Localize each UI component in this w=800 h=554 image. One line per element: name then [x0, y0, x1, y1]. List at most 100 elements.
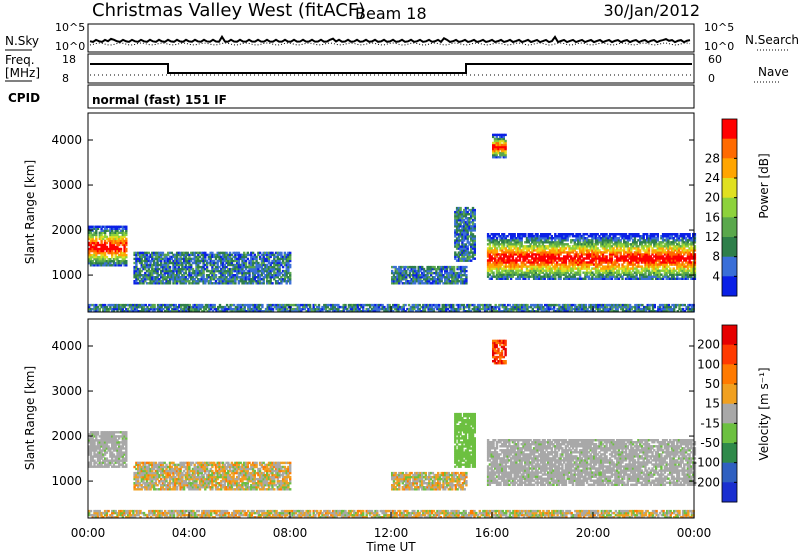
heatmap-cell: [170, 257, 173, 261]
heatmap-cell: [168, 269, 172, 273]
heatmap-cell: [518, 251, 522, 254]
heatmap-cell: [415, 276, 419, 279]
heatmap-cell: [585, 237, 589, 240]
heatmap-cell: [172, 259, 175, 263]
heatmap-cell: [274, 271, 278, 275]
heatmap-cell: [635, 235, 638, 238]
heatmap-cell: [541, 249, 545, 252]
heatmap-cell: [563, 255, 566, 258]
heatmap-cell: [283, 253, 287, 257]
heatmap-cell: [658, 251, 661, 254]
heatmap-cell: [200, 257, 203, 261]
heatmap-cell: [616, 253, 619, 256]
heatmap-cell: [670, 269, 674, 272]
heatmap-cell: [670, 243, 674, 246]
heatmap-cell: [508, 267, 511, 270]
heatmap-cell: [236, 269, 239, 273]
heatmap-cell: [653, 261, 656, 264]
heatmap-cell: [550, 241, 553, 244]
heatmap-cell: [601, 277, 605, 280]
heatmap-cell: [534, 257, 538, 260]
heatmap-cell: [236, 259, 239, 263]
heatmap-cell: [520, 265, 523, 268]
heatmap-cell: [563, 237, 566, 240]
heatmap-cell: [540, 255, 543, 258]
heatmap-cell: [118, 262, 121, 265]
heatmap-cell: [456, 280, 459, 283]
heatmap-cell: [454, 255, 457, 258]
heatmap-cell: [518, 247, 522, 250]
heatmap-cell: [524, 277, 527, 280]
heatmap-cell: [492, 243, 495, 246]
heatmap-cell: [121, 233, 124, 237]
heatmap-cell: [584, 261, 587, 264]
heatmap-cell: [116, 247, 119, 251]
heatmap-cell: [89, 245, 93, 249]
heatmap-cell: [142, 276, 145, 279]
heatmap-cell: [244, 263, 248, 267]
heatmap-cell: [605, 259, 608, 262]
heatmap-cell: [520, 245, 523, 248]
heatmap-cell: [617, 251, 621, 254]
heatmap-cell: [635, 233, 638, 236]
heatmap-cell: [274, 259, 278, 263]
heatmap-cell: [163, 265, 166, 269]
heatmap-cell: [488, 255, 492, 258]
heatmap-cell: [93, 227, 96, 230]
heatmap-cell: [557, 239, 561, 242]
heatmap-cell: [494, 251, 497, 254]
heatmap-cell: [262, 267, 265, 271]
heatmap-cell: [619, 239, 622, 242]
heatmap-cell: [152, 271, 156, 275]
heatmap-cell: [642, 261, 645, 264]
heatmap-cell: [524, 253, 527, 256]
heatmap-cell: [658, 255, 661, 258]
heatmap-cell: [241, 280, 244, 283]
heatmap-cell: [608, 267, 612, 270]
heatmap-cell: [412, 282, 415, 285]
heatmap-cell: [646, 261, 649, 264]
heatmap-cell: [471, 233, 475, 236]
heatmap-cell: [405, 269, 408, 273]
heatmap-cell: [637, 233, 640, 236]
heatmap-cell: [232, 282, 235, 285]
heatmap-cell: [594, 275, 598, 278]
heatmap-cell: [667, 255, 670, 258]
heatmap-cell: [506, 245, 509, 248]
heatmap-cell: [455, 206, 459, 210]
heatmap-cell: [573, 241, 576, 244]
heatmap-cell: [181, 265, 184, 269]
heatmap-cell: [529, 271, 532, 274]
heatmap-cell: [221, 274, 225, 277]
heatmap-cell: [538, 253, 541, 256]
heatmap-cell: [89, 255, 93, 259]
heatmap-cell: [545, 247, 548, 250]
heatmap-cell: [605, 241, 608, 244]
heatmap-cell: [531, 265, 534, 268]
heatmap-cell: [630, 245, 633, 248]
heatmap-cell: [649, 241, 652, 244]
heatmap-cell: [442, 282, 445, 285]
heatmap-cell: [676, 273, 679, 276]
heatmap-cell: [506, 271, 509, 274]
heatmap-cell: [144, 278, 147, 281]
heatmap-cell: [639, 241, 642, 244]
heatmap-cell: [554, 273, 557, 276]
heatmap-cell: [198, 274, 202, 277]
heatmap-cell: [585, 257, 589, 260]
heatmap-cell: [121, 229, 124, 232]
heatmap-cell: [676, 259, 679, 262]
freq-label-top: Freq.: [5, 53, 35, 67]
heatmap-cell: [435, 282, 438, 285]
heatmap-cell: [538, 257, 541, 260]
heatmap-cell: [445, 267, 449, 271]
heatmap-cell: [119, 253, 123, 257]
nsearch-label: N.Search: [745, 33, 799, 47]
heatmap-cell: [529, 261, 532, 264]
heatmap-cell: [578, 257, 582, 260]
heatmap-cell: [552, 273, 555, 276]
heatmap-cell: [534, 267, 538, 270]
heatmap-cell: [118, 241, 121, 245]
heatmap-cell: [267, 251, 271, 255]
scatter-region: [391, 265, 468, 285]
